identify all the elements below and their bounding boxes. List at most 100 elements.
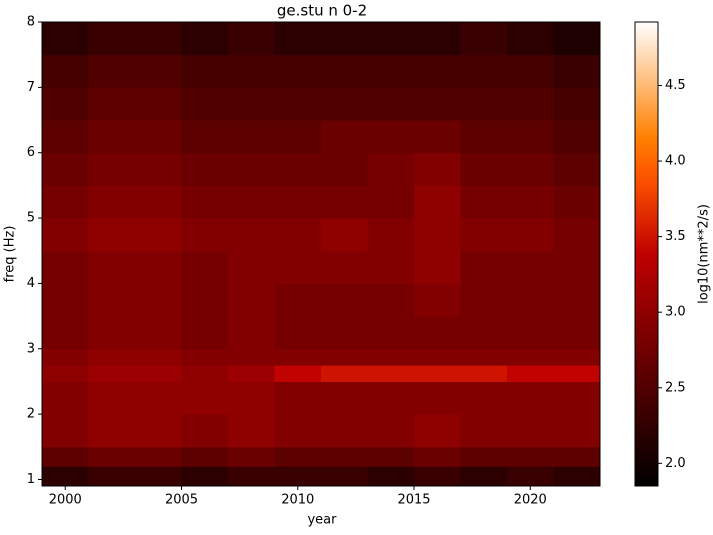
heat-cell [414,250,461,284]
heat-cell [321,120,368,154]
heat-cell [42,316,89,350]
heat-cell [42,466,89,487]
heat-cell [228,250,275,284]
x-tick-label: 2000 [49,493,82,508]
heat-cell [181,414,229,448]
heat-cell [135,381,182,415]
heat-cell [321,466,368,487]
heat-cell [507,381,554,415]
heat-cell [367,218,415,252]
heat-cell [460,446,508,467]
heat-cell [42,414,89,448]
heat-cell [414,466,461,487]
heat-cell [228,185,275,219]
heat-cell [414,348,461,366]
heat-cell [228,87,275,121]
heat-cell [88,466,136,487]
heat-cell [274,348,322,366]
plot-frame [41,21,601,487]
heat-cell [274,414,322,448]
heat-cell [228,381,275,415]
heat-cell [181,185,229,219]
heat-cell [88,185,136,219]
heat-cell [135,87,182,121]
heat-cell [367,316,415,350]
heat-cell [321,446,368,467]
heat-cell [553,316,601,350]
y-tick-label: 5 [27,211,35,226]
heat-cell [460,87,508,121]
x-tick-label: 2020 [514,493,547,508]
heat-cell [274,22,322,56]
heat-cell [42,22,89,56]
heat-cell [414,283,461,317]
heat-cell [181,446,229,467]
heat-cell [181,365,229,382]
heat-cell [274,250,322,284]
heat-cell [88,414,136,448]
y-tick-label: 6 [27,145,35,160]
heat-cell [42,152,89,186]
heat-cell [181,87,229,121]
heat-cell [460,22,508,56]
heat-cell [367,381,415,415]
heat-cell [135,348,182,366]
heat-cell [228,316,275,350]
y-tick-label: 1 [27,472,35,487]
heat-cell [274,120,322,154]
heat-cell [135,54,182,88]
heat-cell [181,381,229,415]
heat-cell [42,446,89,467]
y-tick-label: 3 [27,341,35,356]
heat-cell [460,152,508,186]
colorbar-tick-label: 2.5 [665,380,686,395]
heat-cell [42,185,89,219]
heat-cell [507,250,554,284]
colorbar-tick-label: 4.0 [665,154,686,169]
heat-cell [367,120,415,154]
heat-cell [367,250,415,284]
heat-cell [228,218,275,252]
heat-cell [88,348,136,366]
heat-cell [507,316,554,350]
heat-cell [228,348,275,366]
heat-cell [553,120,601,154]
heat-cell [88,446,136,467]
heat-cell [507,446,554,467]
heat-cell [414,446,461,467]
heat-cell [460,381,508,415]
heat-cell [88,120,136,154]
heat-cell [135,152,182,186]
heat-cell [507,87,554,121]
heat-cell [88,54,136,88]
heat-cell [507,365,554,382]
heat-cell [507,120,554,154]
heat-cell [321,348,368,366]
heat-cell [228,414,275,448]
x-tick-label: 2010 [281,493,314,508]
heat-cell [553,466,601,487]
heat-cell [507,22,554,56]
heat-cell [321,218,368,252]
x-tick-label: 2015 [397,493,430,508]
heat-cell [507,185,554,219]
heat-cell [553,54,601,88]
heat-cell [274,466,322,487]
heat-cell [367,185,415,219]
heat-cell [274,218,322,252]
heat-cell [88,218,136,252]
heat-cell [553,446,601,467]
heat-cell [460,466,508,487]
heat-cell [553,22,601,56]
heat-cell [181,54,229,88]
heat-cell [321,152,368,186]
heat-cell [414,381,461,415]
heat-cell [460,250,508,284]
heat-cell [88,365,136,382]
heat-cell [274,87,322,121]
heat-cell [414,54,461,88]
heat-cell [181,348,229,366]
heat-cell [228,283,275,317]
heat-cell [42,54,89,88]
